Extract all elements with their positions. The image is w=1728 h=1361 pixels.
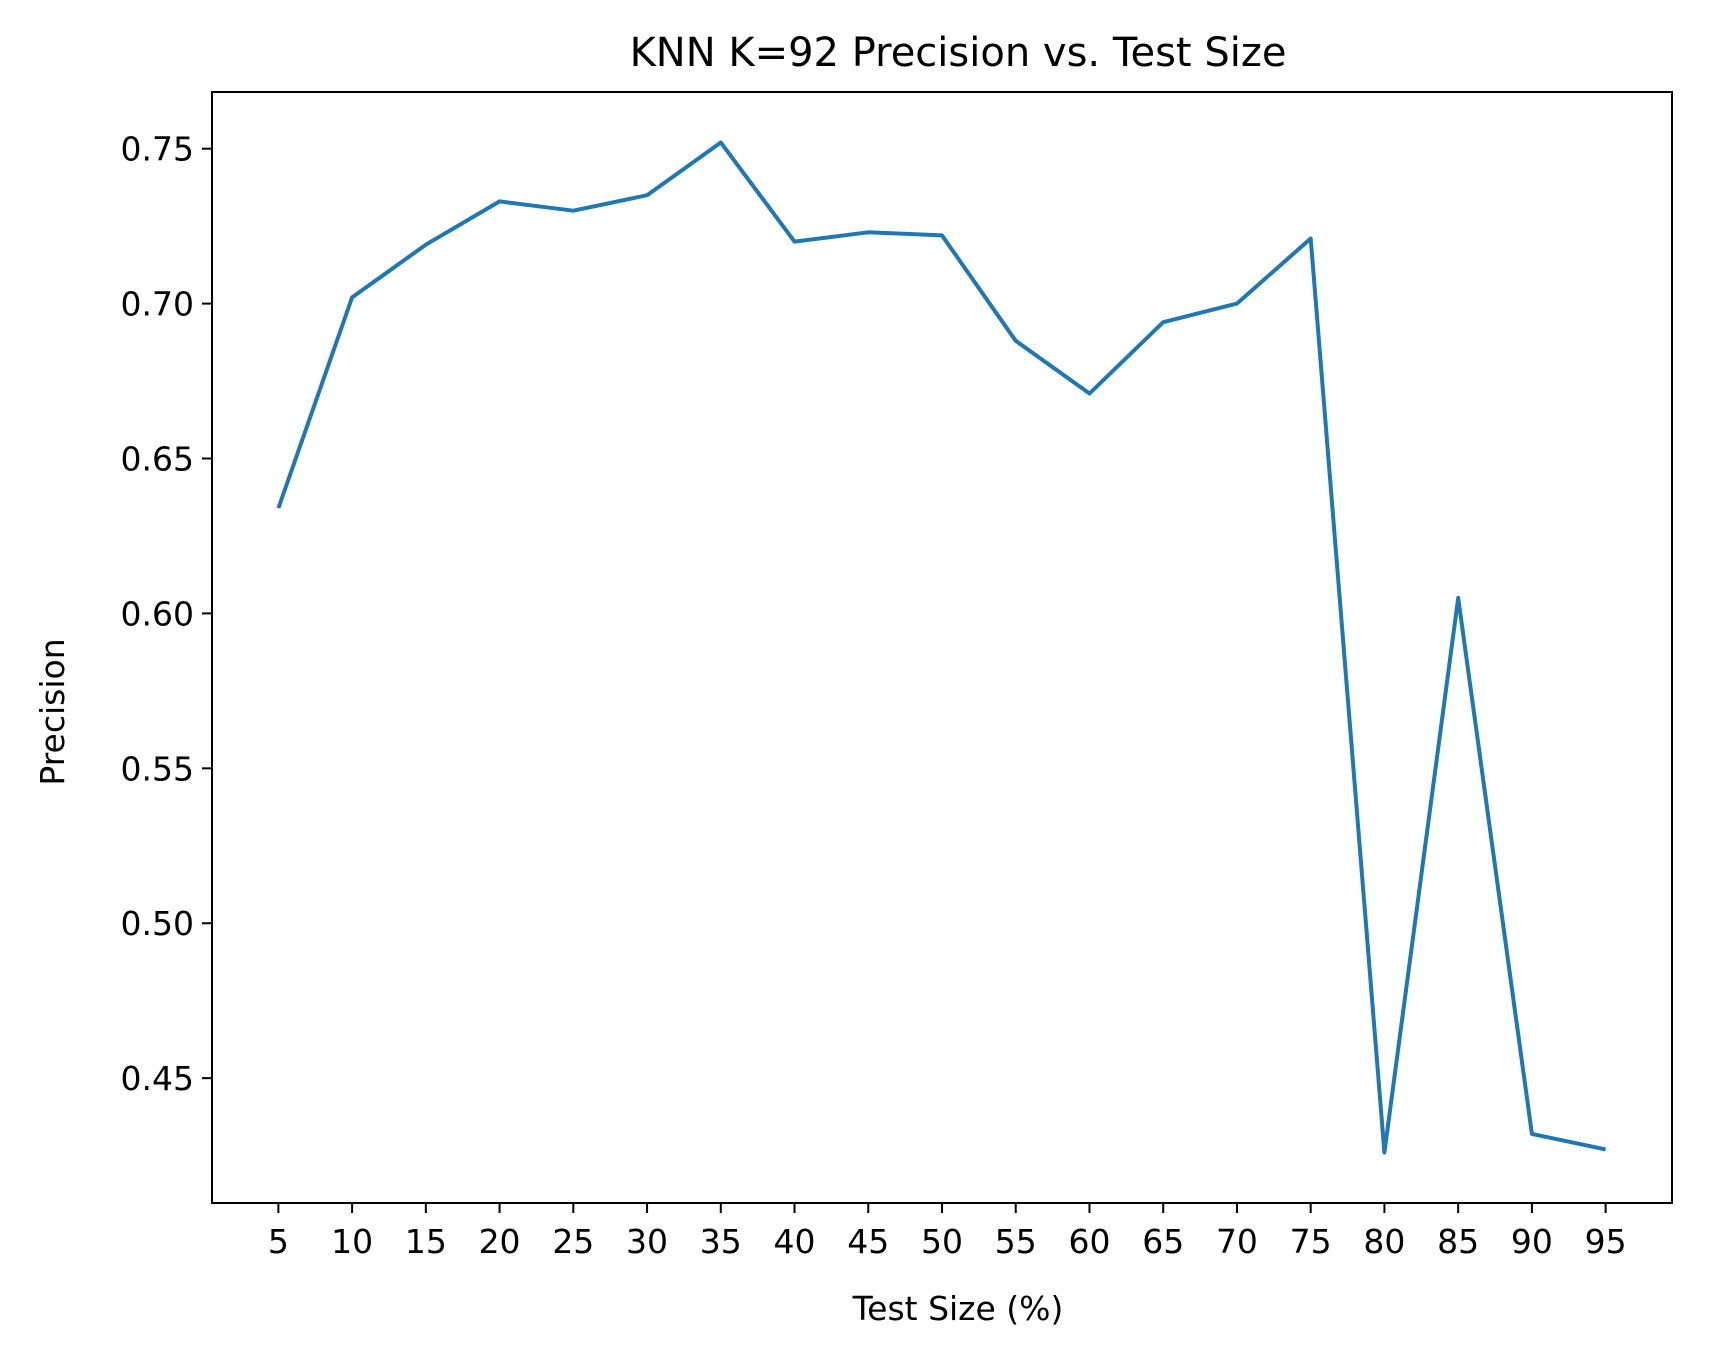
y-tick-label: 0.60 [121, 594, 194, 633]
x-tick-label: 85 [1437, 1222, 1479, 1261]
y-tick-label: 0.70 [121, 285, 194, 324]
x-tick-label: 35 [700, 1222, 742, 1261]
y-tick-label: 0.45 [121, 1059, 194, 1098]
x-tick-label: 60 [1068, 1222, 1110, 1261]
x-tick-label: 25 [552, 1222, 594, 1261]
x-axis-label: Test Size (%) [852, 1289, 1064, 1328]
x-tick-label: 80 [1363, 1222, 1405, 1261]
series-line-1 [276, 140, 1607, 1155]
x-tick-label: 40 [774, 1222, 816, 1261]
x-tick-label: 65 [1142, 1222, 1184, 1261]
x-tick-label: 15 [405, 1222, 447, 1261]
x-tick-label: 90 [1511, 1222, 1553, 1261]
x-tick-label: 75 [1290, 1222, 1332, 1261]
y-tick-label: 0.55 [121, 749, 194, 788]
x-tick-label: 30 [626, 1222, 668, 1261]
y-tick-label: 0.50 [121, 904, 194, 943]
x-tick-label: 5 [268, 1222, 289, 1261]
chart-title: KNN K=92 Precision vs. Test Size [630, 30, 1287, 76]
x-tick-label: 70 [1216, 1222, 1258, 1261]
x-tick-label: 10 [331, 1222, 373, 1261]
x-tick-label: 20 [479, 1222, 521, 1261]
y-tick-label: 0.75 [121, 130, 194, 169]
y-tick-label: 0.65 [121, 440, 194, 479]
x-tick-label: 55 [995, 1222, 1037, 1261]
x-tick-label: 45 [847, 1222, 889, 1261]
y-axis: 0.45 0.50 0.55 0.60 0.65 0.70 0.75 [121, 130, 212, 1098]
x-tick-label: 95 [1585, 1222, 1627, 1261]
y-axis-label: Precision [33, 638, 72, 785]
x-axis: 5 10 15 20 25 30 35 40 45 50 55 60 65 70 75 80 85 90 95 [268, 1203, 1627, 1261]
x-tick-label: 50 [921, 1222, 963, 1261]
